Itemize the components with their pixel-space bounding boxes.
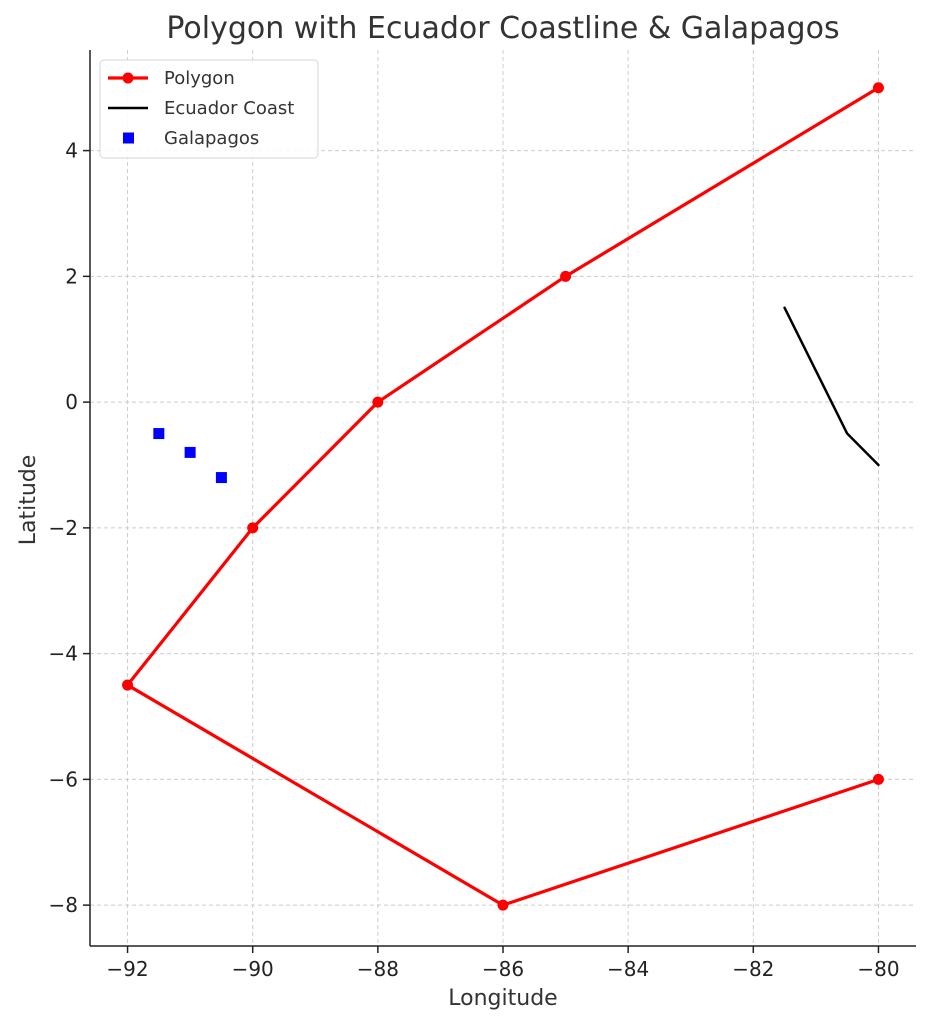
series-line: [783, 306, 880, 467]
data-point: [184, 446, 196, 458]
plot-area: [122, 82, 884, 911]
y-tick-label: −2: [49, 516, 78, 540]
legend-label: Galapagos: [164, 128, 259, 149]
y-tick-label: −8: [49, 893, 78, 917]
legend-item: Polygon: [108, 68, 235, 89]
series-line: [125, 86, 881, 907]
y-tick-label: −6: [49, 767, 78, 791]
legend: Polygon Ecuador Coast Galapagos: [99, 59, 319, 159]
legend-item: Galapagos: [123, 128, 259, 149]
data-point: [372, 396, 384, 408]
series-ecuador-coast: [783, 306, 880, 467]
x-tick-label: −90: [232, 957, 274, 981]
x-tick-label: −88: [357, 957, 399, 981]
x-tick-label: −82: [732, 957, 774, 981]
chart-title: Polygon with Ecuador Coastline & Galapag…: [166, 11, 839, 46]
legend-item: Ecuador Coast: [108, 98, 294, 119]
y-axis-label: Latitude: [16, 455, 41, 546]
data-point: [247, 522, 259, 534]
y-tick-label: 0: [65, 390, 78, 414]
data-point: [122, 679, 134, 691]
x-tick-label: −92: [106, 957, 148, 981]
grid: [90, 50, 916, 946]
legend-marker: [122, 72, 134, 84]
series-polygon: [122, 82, 884, 911]
data-point: [215, 472, 227, 484]
series-galapagos: [153, 428, 227, 484]
x-tick-label: −84: [607, 957, 649, 981]
data-point: [872, 773, 884, 785]
y-tick-label: −4: [49, 642, 78, 666]
axes: −92 −90 −88 −86 −84 −82 −80 −8 −6 −4 −2 0 2 4: [49, 50, 916, 981]
legend-label: Ecuador Coast: [164, 98, 294, 119]
data-point: [872, 82, 884, 94]
data-point: [153, 428, 165, 440]
legend-marker: [123, 132, 134, 144]
legend-box: [99, 59, 319, 159]
legend-label: Polygon: [164, 68, 235, 89]
y-tick-label: 4: [65, 139, 78, 163]
data-point: [497, 899, 509, 911]
x-tick-label: −80: [857, 957, 899, 981]
x-axis-label: Longitude: [448, 986, 557, 1011]
y-tick-label: 2: [65, 264, 78, 288]
data-point: [560, 270, 572, 282]
x-tick-label: −86: [482, 957, 524, 981]
